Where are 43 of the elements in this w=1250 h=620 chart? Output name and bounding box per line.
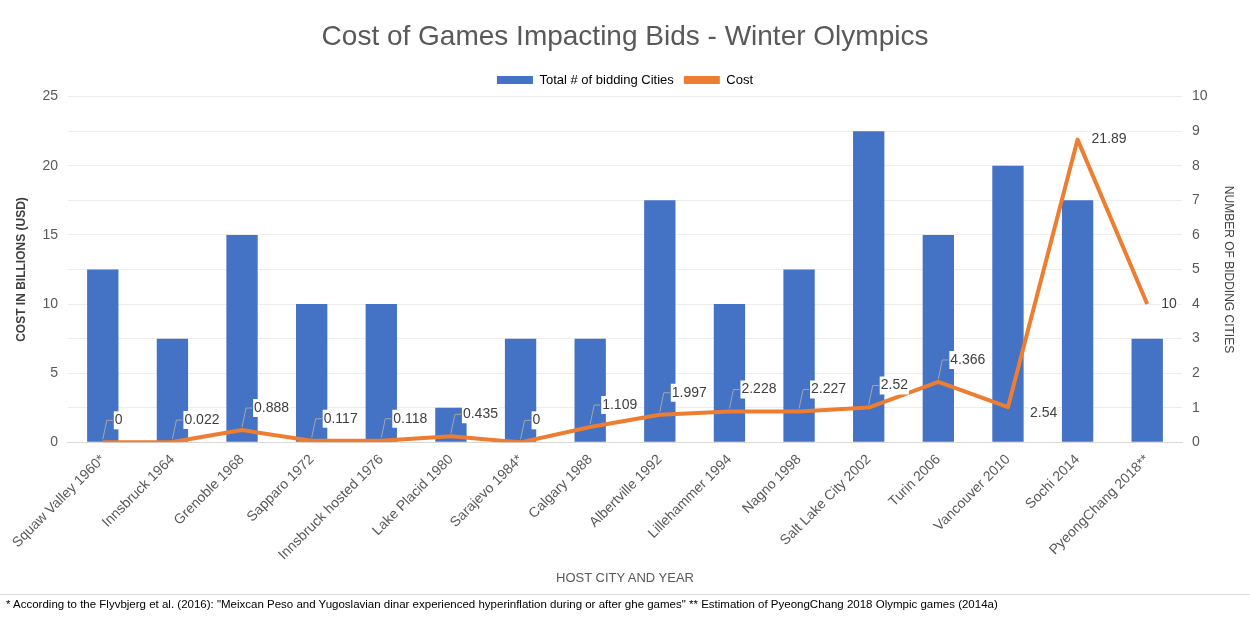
data-label: 0.117 (323, 409, 358, 426)
legend-label: Total # of bidding Cities (539, 71, 675, 87)
y2-tick-label: 1 (1192, 398, 1201, 415)
data-label: 2.52 (880, 376, 909, 393)
legend-label: Cost (726, 71, 754, 87)
y2-tick-label: 8 (1192, 156, 1201, 173)
data-label: 1.109 (602, 395, 638, 412)
y-tick-label: 20 (42, 156, 59, 173)
y2-tick-label: 3 (1192, 329, 1201, 346)
data-label: 2.228 (741, 380, 777, 397)
y2-tick-label: 4 (1192, 294, 1201, 311)
data-label: 21.89 (1091, 130, 1127, 147)
bar (1131, 338, 1163, 442)
chart-title: Cost of Games Impacting Bids - Winter Olympics (321, 19, 929, 51)
y-tick-label: 0 (50, 433, 59, 450)
y-axis-title: COST IN BILLIONS (USD) (13, 197, 28, 342)
data-label: 1.997 (671, 383, 708, 400)
y2-tick-label: 6 (1192, 225, 1201, 242)
y2-tick-label: 2 (1192, 364, 1201, 381)
data-label: 0 (114, 411, 123, 428)
data-label: 0.435 (462, 405, 499, 422)
y2-axis-title: NUMBER OF BIDDING CITIES (1222, 185, 1237, 354)
y-tick-label: 10 (42, 294, 59, 311)
y2-tick-label: 0 (1192, 433, 1201, 450)
bar (992, 165, 1024, 442)
data-label: 0.888 (254, 398, 290, 415)
y-tick-label: 15 (42, 225, 59, 242)
data-label: 10 (1161, 294, 1177, 311)
y2-tick-label: 9 (1192, 122, 1201, 139)
text: * According to the Flyvbjerg et al. (2016): "Meixcan Peso and Yugoslavian dinar experienced hyperinflation during or after ghe games" ** Estimation of PyeongChang 2018 Olympic games (2014a) (6, 598, 998, 610)
data-label: 2.227 (811, 380, 847, 397)
x-axis-title: HOST CITY AND YEAR (556, 569, 694, 585)
data-label: 0 (532, 411, 541, 428)
y2-tick-label: 5 (1192, 260, 1201, 277)
y2-tick-label: 7 (1192, 191, 1201, 208)
y2-tick-label: 10 (1192, 87, 1208, 104)
data-label: 2.54 (1029, 404, 1058, 421)
y-tick-label: 5 (50, 364, 59, 381)
bar (1061, 200, 1094, 442)
data-label: 4.366 (950, 350, 986, 367)
y-tick-label: 25 (42, 87, 59, 104)
data-label: 0.118 (393, 409, 428, 426)
data-label: 0.022 (184, 410, 220, 427)
